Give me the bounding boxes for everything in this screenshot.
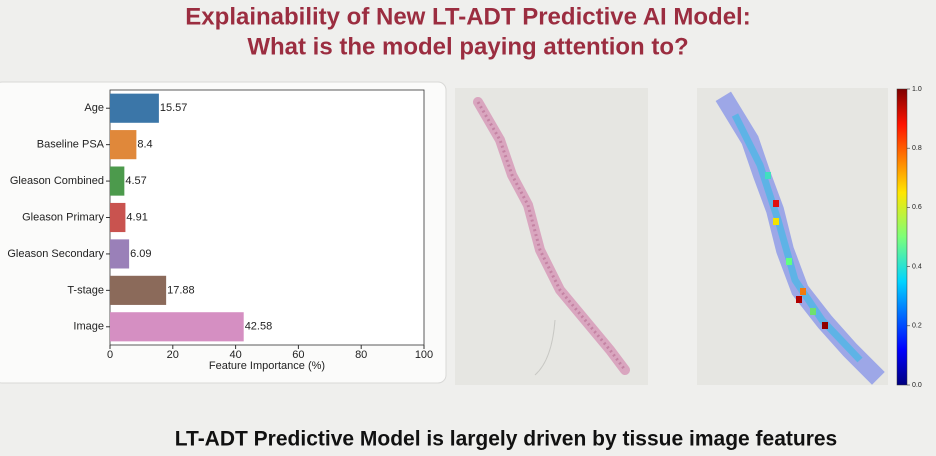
colorbar bbox=[896, 88, 908, 386]
title-line: Explainability of New LT-ADT Predictive … bbox=[185, 3, 750, 30]
y-tick-label: Baseline PSA bbox=[37, 139, 105, 151]
y-tick-label: Gleason Secondary bbox=[7, 248, 104, 260]
value-label: 6.09 bbox=[130, 248, 151, 260]
x-tick-label: 60 bbox=[292, 349, 304, 361]
y-tick-label: Age bbox=[84, 102, 104, 114]
colorbar-tick-label: 0.6 bbox=[912, 204, 922, 211]
title-line: What is the model paying attention to? bbox=[247, 33, 688, 60]
x-tick-label: 20 bbox=[167, 349, 179, 361]
bar bbox=[110, 166, 125, 196]
bar bbox=[110, 275, 167, 305]
value-label: 15.57 bbox=[160, 102, 188, 114]
colorbar-tick-label: 1.0 bbox=[912, 86, 922, 93]
x-tick-label: 0 bbox=[107, 349, 113, 361]
bar bbox=[110, 239, 130, 269]
y-tick-label: Gleason Combined bbox=[10, 175, 104, 187]
colorbar-tick-label: 0.8 bbox=[912, 145, 922, 152]
bar bbox=[110, 130, 137, 160]
value-label: 17.88 bbox=[167, 284, 195, 296]
bar bbox=[110, 312, 244, 342]
value-label: 42.58 bbox=[245, 321, 273, 333]
y-tick-label: Image bbox=[73, 321, 104, 333]
colorbar-tick-label: 0.2 bbox=[912, 323, 922, 330]
x-tick-label: 40 bbox=[229, 349, 241, 361]
value-label: 4.57 bbox=[125, 175, 146, 187]
x-axis-label: Feature Importance (%) bbox=[209, 360, 325, 372]
footer: LT-ADT Predictive Model is largely drive… bbox=[175, 428, 837, 451]
colorbar-tick-label: 0.0 bbox=[912, 382, 922, 389]
tissue-image bbox=[455, 88, 648, 385]
bar bbox=[110, 93, 159, 123]
plot-frame bbox=[109, 89, 425, 346]
x-tick-label: 100 bbox=[415, 349, 433, 361]
x-tick-label: 80 bbox=[355, 349, 367, 361]
value-label: 4.91 bbox=[126, 211, 147, 223]
value-label: 8.4 bbox=[137, 139, 152, 151]
y-tick-label: T-stage bbox=[67, 284, 104, 296]
colorbar-tick-label: 0.4 bbox=[912, 263, 922, 270]
y-tick-label: Gleason Primary bbox=[22, 211, 104, 223]
bar bbox=[110, 202, 126, 233]
heatmap-image bbox=[697, 88, 888, 385]
